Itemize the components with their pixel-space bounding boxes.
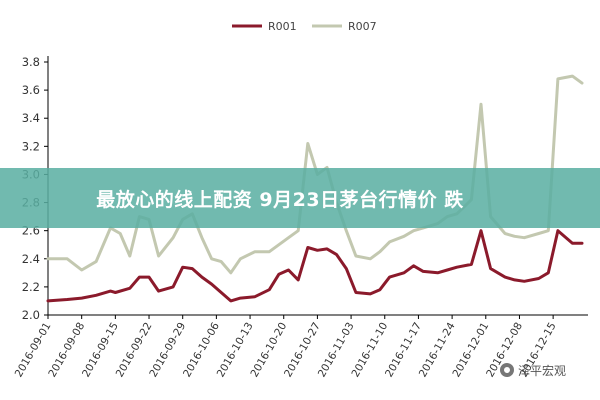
- wechat-icon: [500, 363, 514, 377]
- watermark: 泽平宏观: [500, 360, 566, 380]
- y-tick-label: 3.4: [22, 111, 40, 125]
- y-tick-label: 3.8: [22, 55, 40, 69]
- series-line-r001: [46, 229, 584, 303]
- y-tick-label: 3.6: [22, 83, 40, 97]
- y-tick-label: 2.2: [22, 280, 40, 294]
- y-tick-label: 2.4: [22, 252, 40, 266]
- headline-text[interactable]: 最放心的线上配资 9月23日茅台行情价 跌: [96, 188, 464, 211]
- y-tick-label: 2.0: [22, 308, 40, 322]
- legend-label-r001: R001: [268, 20, 297, 33]
- legend-label-r007: R007: [348, 20, 377, 33]
- watermark-text: 泽平宏观: [518, 363, 567, 378]
- headline-banner[interactable]: 最放心的线上配资 9月23日茅台行情价 跌: [0, 168, 600, 228]
- y-tick-label: 3.2: [22, 139, 40, 153]
